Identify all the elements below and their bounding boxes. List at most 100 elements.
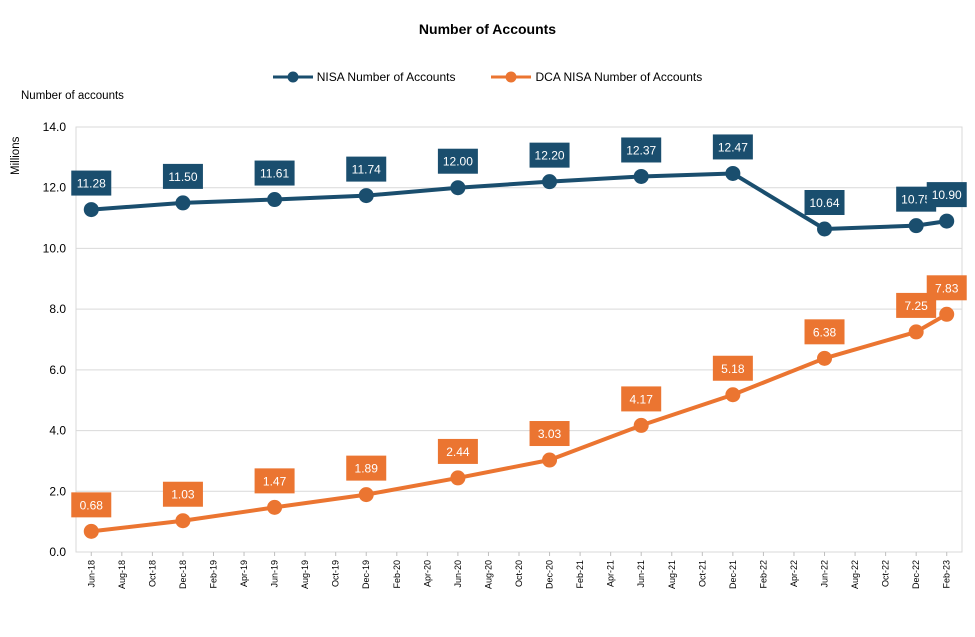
x-tick-label: Aug-18 xyxy=(117,560,127,589)
x-tick-label: Feb-23 xyxy=(942,560,952,589)
data-label: 12.20 xyxy=(535,149,565,163)
data-label-box xyxy=(71,170,112,196)
data-label-box xyxy=(804,190,845,215)
data-point xyxy=(939,306,955,322)
x-tick-label: Aug-22 xyxy=(850,560,860,589)
legend-swatch-dca-nisa xyxy=(491,71,532,83)
data-label-box xyxy=(712,134,753,160)
data-point xyxy=(175,513,191,529)
data-label-box xyxy=(926,182,967,208)
x-tick-label: Feb-20 xyxy=(392,560,402,589)
y-tick-label: 4.0 xyxy=(49,424,66,438)
legend-label-dca-nisa: DCA NISA Number of Accounts xyxy=(535,70,703,84)
chart-title: Number of Accounts xyxy=(418,21,557,37)
series-line-1 xyxy=(91,312,948,534)
data-label-box xyxy=(71,492,112,518)
x-tick-label: Aug-19 xyxy=(300,560,310,589)
x-tick-label: Dec-19 xyxy=(361,560,371,589)
data-label-box xyxy=(621,386,662,412)
data-label: 10.64 xyxy=(810,196,840,210)
data-label: 1.89 xyxy=(355,462,379,476)
data-point xyxy=(908,218,924,234)
data-label-box xyxy=(926,275,967,301)
x-tick-label: Oct-21 xyxy=(697,560,707,587)
y-tick-label: 8.0 xyxy=(49,302,66,316)
data-point xyxy=(450,180,466,196)
y-tick-label: 0.0 xyxy=(49,545,66,559)
data-label: 6.38 xyxy=(813,325,837,339)
data-label: 4.17 xyxy=(630,392,654,406)
x-tick-label: Dec-18 xyxy=(178,560,188,589)
data-point xyxy=(633,168,649,184)
x-tick-label: Jun-22 xyxy=(820,560,830,588)
data-point xyxy=(358,188,374,204)
data-point xyxy=(267,499,283,515)
data-point xyxy=(267,192,283,208)
x-tick-label: Apr-21 xyxy=(606,560,616,587)
data-label: 10.90 xyxy=(932,188,962,202)
data-label-box xyxy=(529,421,570,447)
x-tick-label: Dec-20 xyxy=(545,560,555,589)
data-label: 11.74 xyxy=(352,163,381,177)
data-label-box xyxy=(162,481,203,507)
data-label-box xyxy=(346,455,387,481)
y-tick-label: 14.0 xyxy=(43,120,67,134)
legend: NISA Number of Accounts DCA NISA Number … xyxy=(0,70,975,84)
x-tick-label: Aug-21 xyxy=(667,560,677,589)
y-tick-label: 12.0 xyxy=(43,181,67,195)
data-label: 12.37 xyxy=(626,143,656,157)
data-point xyxy=(817,350,833,366)
x-tick-label: Jun-18 xyxy=(86,560,96,588)
data-label: 7.25 xyxy=(904,299,928,313)
data-label: 1.47 xyxy=(263,474,287,488)
x-tick-label: Feb-19 xyxy=(208,560,218,589)
y-tick-label: 6.0 xyxy=(49,363,66,377)
data-label-box xyxy=(162,163,203,189)
data-label-box xyxy=(804,319,845,345)
x-tick-label: Jun-19 xyxy=(270,560,280,588)
data-label: 10.75 xyxy=(901,193,931,207)
y-axis-label: Number of accounts xyxy=(21,90,124,102)
x-tick-label: Oct-22 xyxy=(881,560,891,587)
x-tick-label: Oct-20 xyxy=(514,560,524,587)
data-label: 7.83 xyxy=(935,281,959,295)
data-point xyxy=(83,202,99,218)
data-label: 5.18 xyxy=(721,362,745,376)
data-label: 12.00 xyxy=(443,155,473,169)
data-point xyxy=(542,452,558,468)
data-point xyxy=(725,387,741,403)
legend-swatch-nisa xyxy=(272,71,313,83)
x-tick-label: Dec-21 xyxy=(728,560,738,589)
data-point xyxy=(358,487,374,503)
data-label: 0.68 xyxy=(80,498,104,512)
legend-item-dca-nisa: DCA NISA Number of Accounts xyxy=(491,70,702,84)
data-label: 1.03 xyxy=(171,488,195,502)
data-label: 11.61 xyxy=(260,167,289,181)
x-tick-label: Aug-20 xyxy=(483,560,493,589)
x-tick-label: Feb-21 xyxy=(575,560,585,589)
x-tick-label: Oct-18 xyxy=(147,560,157,587)
legend-label-nisa: NISA Number of Accounts xyxy=(316,70,456,84)
x-tick-label: Feb-22 xyxy=(758,560,768,589)
data-label: 12.47 xyxy=(718,140,748,154)
data-point xyxy=(83,523,99,539)
data-label-box xyxy=(437,438,478,464)
data-label: 11.28 xyxy=(77,177,106,191)
x-tick-label: Jun-21 xyxy=(636,560,646,588)
data-point xyxy=(175,195,191,211)
data-point xyxy=(450,470,466,486)
data-label-box xyxy=(437,148,478,174)
x-tick-label: Oct-19 xyxy=(331,560,341,587)
data-label: 11.50 xyxy=(168,170,197,184)
data-point xyxy=(817,221,833,237)
data-point xyxy=(542,174,558,190)
data-label-box xyxy=(346,156,387,182)
x-tick-label: Apr-22 xyxy=(789,560,799,587)
data-label-box xyxy=(254,468,295,494)
legend-item-nisa: NISA Number of Accounts xyxy=(272,70,456,84)
data-label-box xyxy=(621,137,662,163)
y-tick-label: 2.0 xyxy=(49,484,66,498)
y-tick-label: 10.0 xyxy=(43,241,67,255)
data-point xyxy=(908,324,924,340)
